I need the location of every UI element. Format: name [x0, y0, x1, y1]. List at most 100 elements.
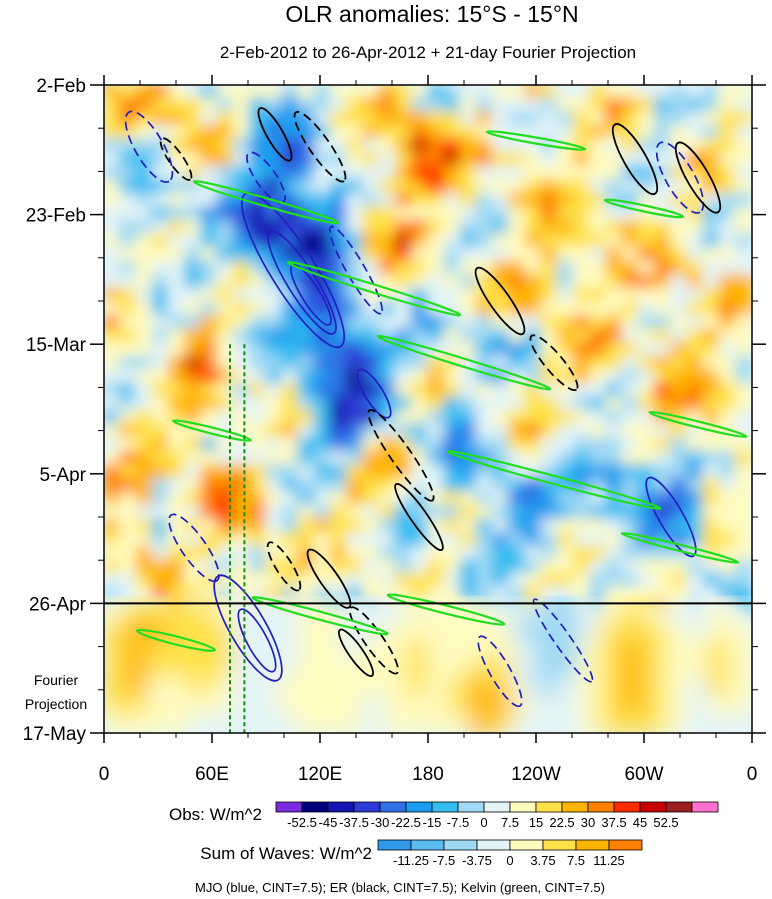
obs-cell: [589, 328, 608, 344]
projection-cell: [643, 676, 667, 697]
obs-cell: [605, 151, 624, 168]
obs-cell: [232, 396, 251, 412]
obs-cell: [248, 518, 267, 535]
obs-cell: [572, 274, 591, 290]
obs-cell: [151, 355, 170, 372]
projection-cell: [686, 694, 710, 716]
projection-cell: [340, 713, 365, 733]
obs-cell: [232, 572, 251, 589]
obs-cell: [151, 233, 170, 249]
obs-cell: [524, 437, 543, 453]
projection-cell: [297, 694, 321, 716]
obs-cell: [621, 179, 640, 195]
obs-cell: [621, 260, 640, 277]
obs-cell: [394, 301, 413, 317]
obs-cell: [378, 572, 397, 589]
obs-cell: [135, 437, 154, 453]
obs-cell: [135, 355, 154, 372]
obs-cell: [281, 545, 300, 562]
obs-cell: [297, 396, 316, 412]
obs-cell: [718, 165, 737, 182]
obs-cell: [524, 518, 543, 535]
obs-cell: [167, 233, 186, 249]
obs-cell: [200, 341, 219, 358]
obs-cell: [686, 192, 705, 209]
obs-cell: [605, 355, 624, 372]
obs-cell: [346, 328, 365, 344]
obs-cell: [200, 518, 219, 535]
obs-cell: [540, 165, 559, 182]
obs-cell: [151, 165, 170, 182]
projection-cell: [383, 676, 408, 697]
projection-cell: [664, 620, 689, 642]
obs-cell: [605, 287, 624, 304]
y-tick-label: 23-Feb: [26, 206, 86, 227]
projection-cell: [621, 676, 645, 697]
colorbar-level-label: 0: [480, 815, 487, 830]
obs-cell: [362, 464, 381, 480]
obs-cell: [378, 192, 397, 209]
obs-cell: [104, 179, 122, 195]
obs-cell: [200, 545, 219, 562]
obs-cell: [637, 219, 656, 236]
colorbar-swatch: [691, 801, 719, 813]
obs-cell: [281, 423, 300, 440]
obs-cell: [200, 192, 219, 209]
obs-cell: [248, 287, 267, 304]
obs-cell: [556, 328, 575, 344]
projection-cell: [167, 657, 192, 679]
obs-cell: [670, 260, 689, 277]
obs-cell: [734, 85, 752, 100]
colorbar-swatch: [509, 839, 544, 851]
colorbar-swatch: [561, 801, 589, 813]
projection-cell: [254, 713, 278, 733]
projection-cell: [664, 694, 689, 716]
obs-cell: [653, 369, 672, 385]
obs-cell: [297, 124, 316, 141]
obs-cell: [297, 518, 316, 535]
projection-cell: [104, 620, 127, 642]
obs-cell: [281, 179, 300, 195]
obs-cell: [540, 559, 559, 575]
obs-cell: [151, 369, 170, 385]
colorbar-swatch: [608, 839, 643, 851]
obs-cell: [362, 246, 381, 263]
obs-cell: [540, 450, 559, 467]
obs-cell: [410, 559, 429, 575]
obs-cell: [508, 97, 527, 114]
obs-cell: [346, 192, 365, 209]
obs-cell: [540, 192, 559, 209]
obs-cell: [232, 369, 251, 385]
obs-cell: [216, 545, 235, 562]
obs-cell: [475, 518, 494, 535]
colorbar-swatch: [275, 801, 303, 813]
obs-cell: [184, 314, 203, 331]
obs-cell: [427, 382, 446, 399]
obs-cell: [265, 532, 284, 548]
obs-cell: [410, 450, 429, 467]
obs-cell: [621, 572, 640, 589]
projection-cell: [104, 694, 127, 716]
obs-cell: [572, 314, 591, 331]
obs-cell: [329, 314, 348, 331]
obs-cell: [540, 151, 559, 168]
obs-cell: [119, 219, 138, 236]
obs-cell: [508, 165, 527, 182]
obs-cell: [670, 477, 689, 494]
obs-cell: [508, 206, 527, 222]
obs-cell: [605, 532, 624, 548]
obs-cell: [475, 111, 494, 127]
obs-cell: [459, 369, 478, 385]
obs-cell: [653, 287, 672, 304]
obs-cell: [362, 341, 381, 358]
obs-cell: [540, 287, 559, 304]
obs-cell: [378, 314, 397, 331]
obs-cell: [734, 151, 752, 168]
obs-cell: [540, 301, 559, 317]
er-contour: [257, 107, 293, 162]
obs-cell: [329, 111, 348, 127]
obs-cell: [540, 219, 559, 236]
obs-cell: [394, 233, 413, 249]
obs-cell: [718, 355, 737, 372]
projection-cell: [707, 602, 732, 623]
